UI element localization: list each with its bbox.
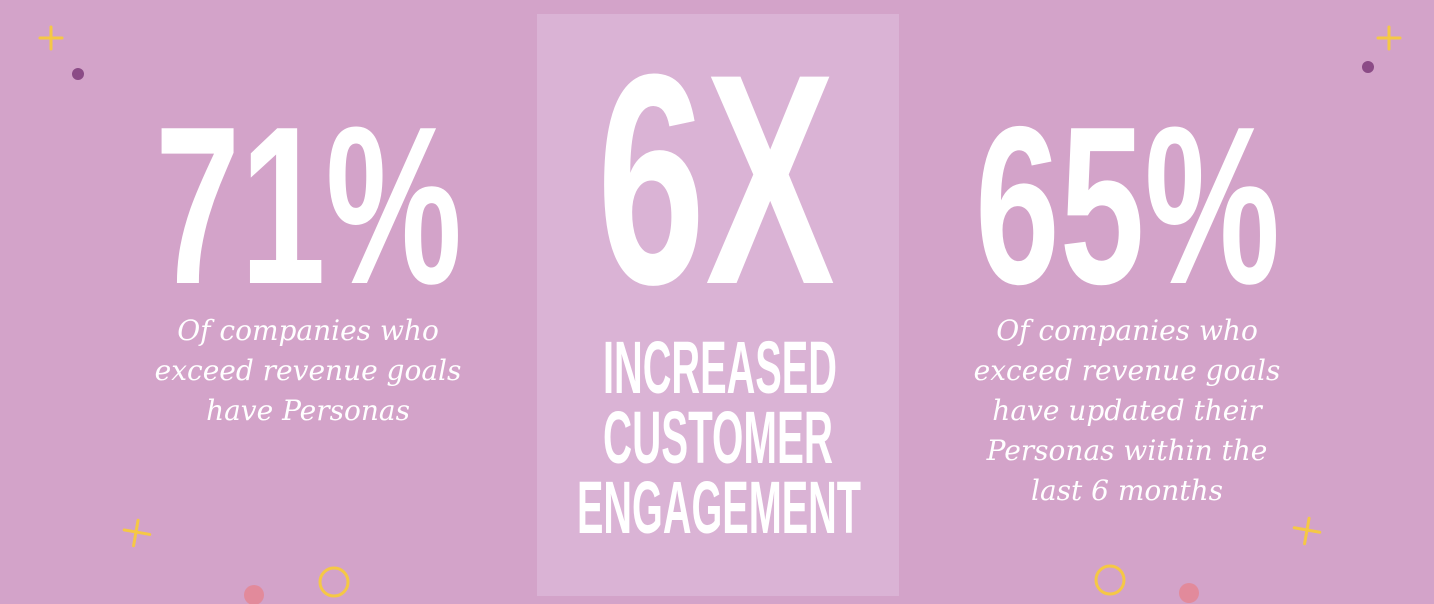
stat-description: have updated their — [992, 394, 1263, 427]
stat-description: Of companies who — [177, 314, 439, 347]
stat-figure: 71% — [155, 79, 462, 331]
stat-caption: ENGAGEMENT — [577, 466, 861, 549]
stat-description: exceed revenue goals — [974, 354, 1281, 387]
stat-description: exceed revenue goals — [155, 354, 462, 387]
stat-caption: INCREASED — [603, 326, 837, 409]
stat-figure: 65% — [975, 79, 1280, 331]
stat-description: last 6 months — [1031, 474, 1223, 507]
stat-description: Personas within the — [986, 434, 1268, 467]
center-panel — [537, 14, 899, 596]
stat-description: have Personas — [206, 394, 410, 427]
stat-caption: CUSTOMER — [603, 396, 833, 479]
stat-figure: 6X — [597, 11, 836, 347]
stat-description: Of companies who — [996, 314, 1258, 347]
decorations — [38, 25, 1402, 604]
